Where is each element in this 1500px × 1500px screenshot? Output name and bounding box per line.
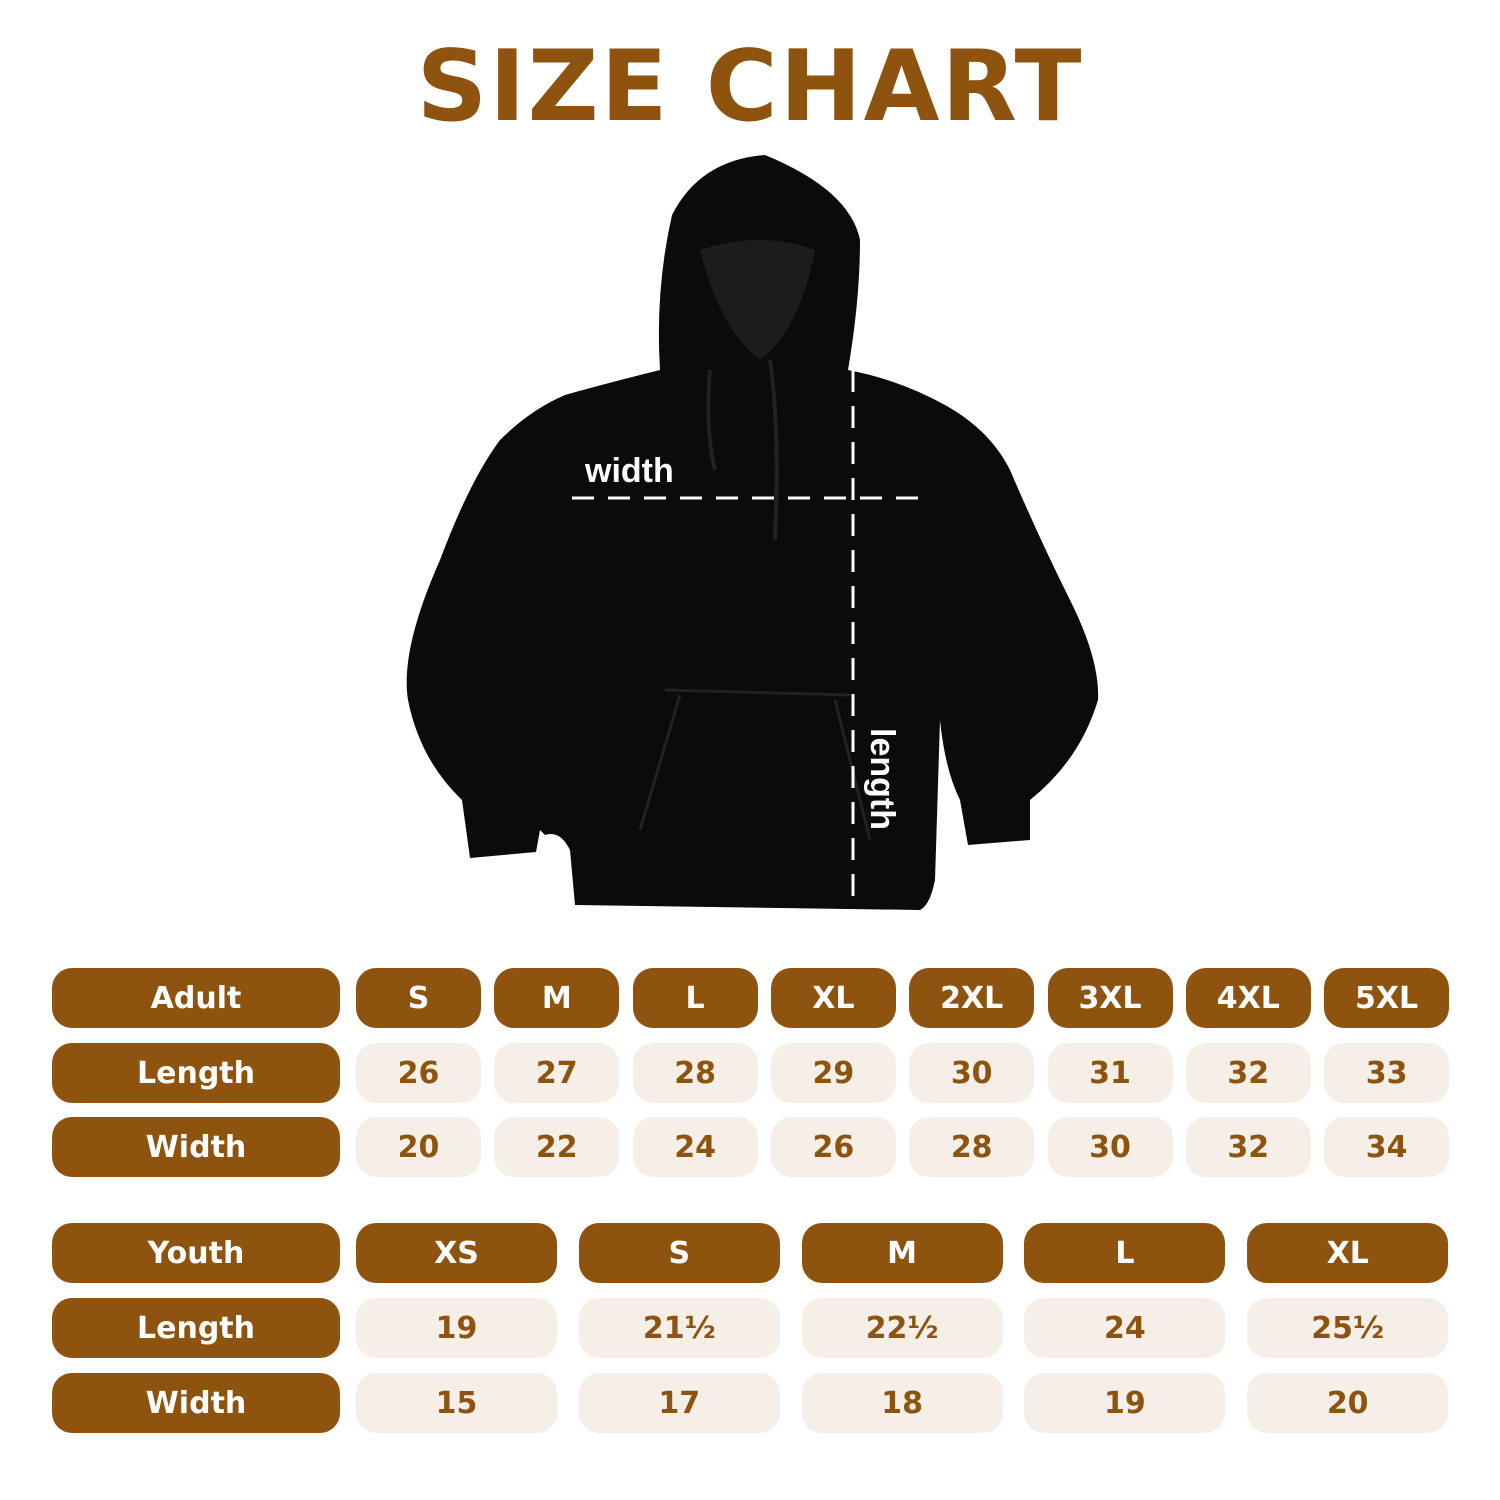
- adult-width-cell: 32: [1185, 1117, 1311, 1177]
- adult-header-label: Adult: [52, 968, 340, 1028]
- adult-length-cell: 29: [770, 1043, 896, 1103]
- adult-width-cell: 34: [1324, 1117, 1450, 1177]
- youth-length-cell: 24: [1024, 1298, 1226, 1358]
- youth-length-cell: 19: [356, 1298, 557, 1358]
- hoodie-shape: [406, 155, 1099, 910]
- adult-size-header: S: [356, 968, 481, 1028]
- adult-length-cell: 26: [356, 1043, 481, 1103]
- youth-width-cell: 19: [1024, 1373, 1226, 1433]
- adult-size-header: L: [632, 968, 758, 1028]
- youth-header-label: Youth: [52, 1223, 340, 1283]
- youth-width-cell: 18: [801, 1373, 1003, 1433]
- adult-length-cell: 32: [1185, 1043, 1311, 1103]
- adult-width-cell: 30: [1047, 1117, 1173, 1177]
- page-title: SIZE CHART: [416, 30, 1084, 144]
- youth-length-cell: 21½: [578, 1298, 780, 1358]
- adult-width-cell: 28: [909, 1117, 1035, 1177]
- adult-size-header: 5XL: [1324, 968, 1450, 1028]
- youth-size-header: XL: [1247, 1223, 1449, 1283]
- adult-size-header: 2XL: [909, 968, 1035, 1028]
- adult-length-cell: 30: [909, 1043, 1035, 1103]
- adult-size-header: XL: [770, 968, 896, 1028]
- length-measure-label: length: [863, 728, 901, 830]
- adult-length-cell: 33: [1324, 1043, 1450, 1103]
- adult-row-label-width: Width: [52, 1117, 340, 1177]
- adult-row-label-length: Length: [52, 1043, 340, 1103]
- adult-length-cell: 28: [632, 1043, 758, 1103]
- adult-size-header: M: [494, 968, 620, 1028]
- adult-length-cell: 31: [1047, 1043, 1173, 1103]
- youth-row-label-width: Width: [52, 1373, 340, 1433]
- youth-length-cell: 25½: [1247, 1298, 1449, 1358]
- adult-size-header: 4XL: [1185, 968, 1311, 1028]
- youth-row-label-length: Length: [52, 1298, 340, 1358]
- youth-length-cell: 22½: [801, 1298, 1003, 1358]
- adult-size-header: 3XL: [1047, 968, 1173, 1028]
- youth-width-cell: 15: [356, 1373, 557, 1433]
- adult-width-cell: 26: [770, 1117, 896, 1177]
- youth-size-header: M: [801, 1223, 1003, 1283]
- adult-length-cell: 27: [494, 1043, 620, 1103]
- width-measure-label: width: [585, 452, 674, 490]
- adult-width-cell: 24: [632, 1117, 758, 1177]
- youth-width-cell: 20: [1247, 1373, 1449, 1433]
- youth-size-header: L: [1024, 1223, 1226, 1283]
- youth-width-cell: 17: [578, 1373, 780, 1433]
- adult-width-cell: 20: [356, 1117, 481, 1177]
- youth-size-header: XS: [356, 1223, 557, 1283]
- youth-size-header: S: [578, 1223, 780, 1283]
- hoodie-image: [406, 155, 1099, 910]
- adult-width-cell: 22: [494, 1117, 620, 1177]
